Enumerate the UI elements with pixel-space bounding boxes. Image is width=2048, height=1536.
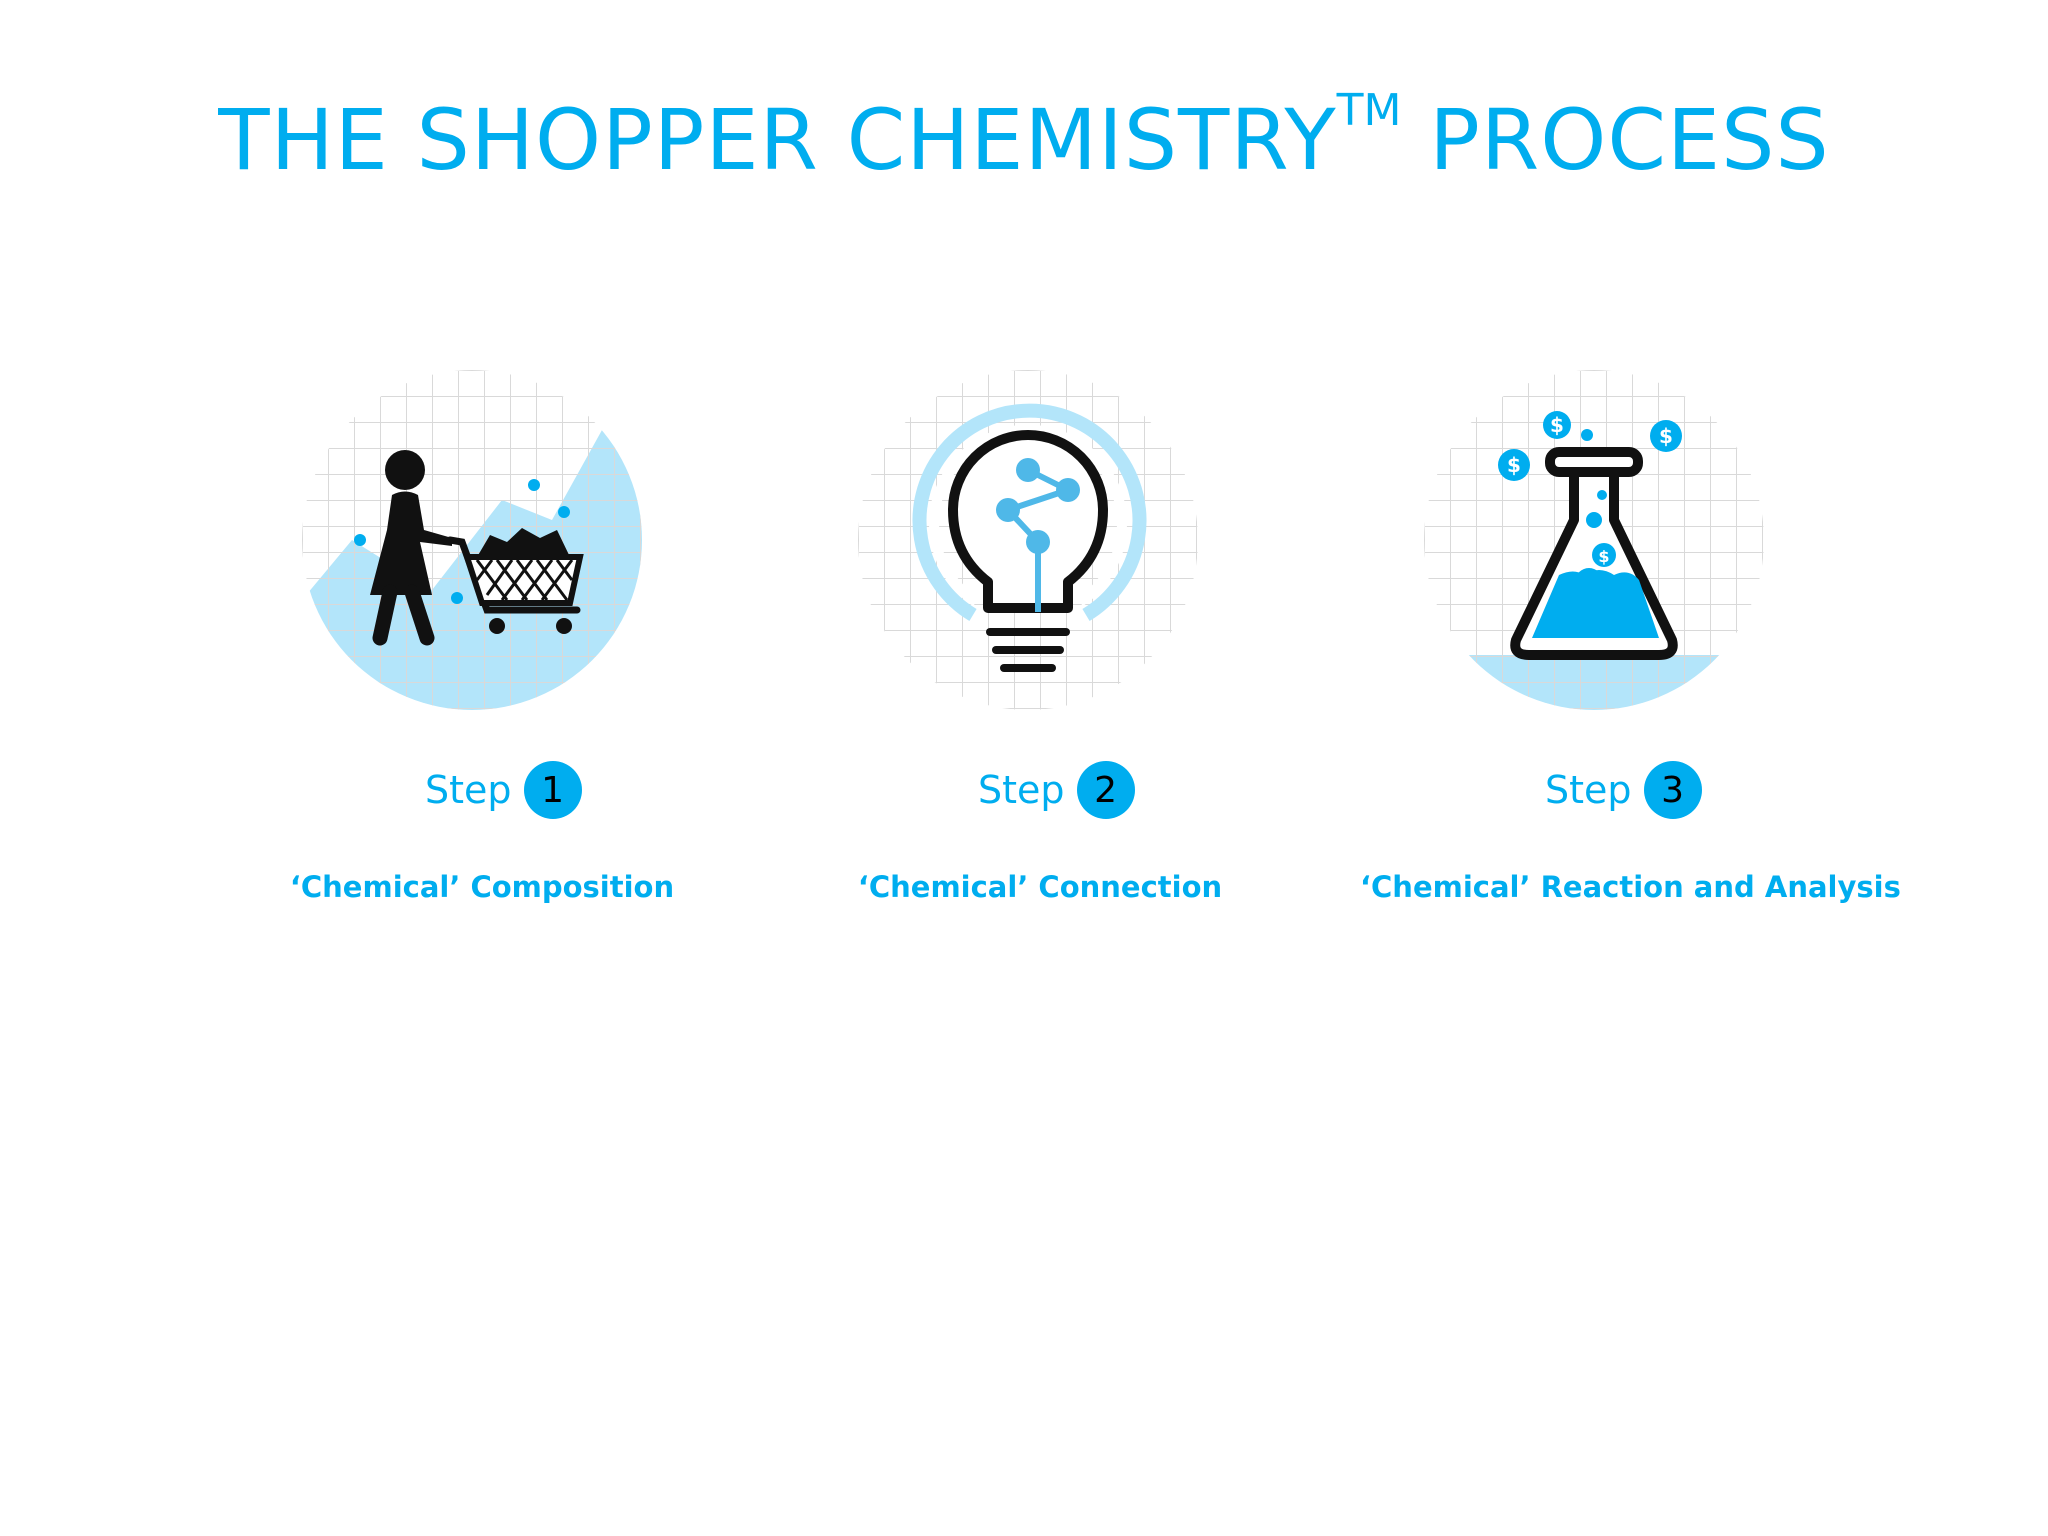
svg-text:$: $ <box>1659 424 1673 448</box>
step-2-indicator: Step 2 <box>978 760 1135 820</box>
shopper-cart-icon <box>302 370 642 710</box>
lightbulb-icon <box>858 370 1198 710</box>
svg-text:$: $ <box>1550 413 1564 437</box>
step-number-badge: 1 <box>523 761 582 819</box>
step-1-indicator: Step 1 <box>425 760 582 820</box>
title-main: THE SHOPPER CHEMISTRY <box>218 91 1337 189</box>
svg-text:$: $ <box>1598 547 1609 566</box>
trademark-superscript: TM <box>1336 85 1402 136</box>
step-2-caption: ‘Chemical’ Connection <box>857 870 1223 904</box>
step-label: Step <box>978 768 1065 812</box>
step-3-caption: ‘Chemical’ Reaction and Analysis <box>1360 870 1901 904</box>
svg-text:$: $ <box>1507 453 1521 477</box>
step-3-indicator: Step 3 <box>1545 760 1702 820</box>
step-number-badge: 2 <box>1076 761 1135 819</box>
step-1-caption: ‘Chemical’ Composition <box>289 870 675 904</box>
title-suffix: PROCESS <box>1401 91 1830 189</box>
page-title: THE SHOPPER CHEMISTRYTM PROCESS <box>0 89 2048 183</box>
flask-icon: $ $ $ $ <box>1424 370 1764 710</box>
step-label: Step <box>1545 768 1632 812</box>
step-label: Step <box>425 768 512 812</box>
step-number-badge: 3 <box>1643 761 1702 819</box>
